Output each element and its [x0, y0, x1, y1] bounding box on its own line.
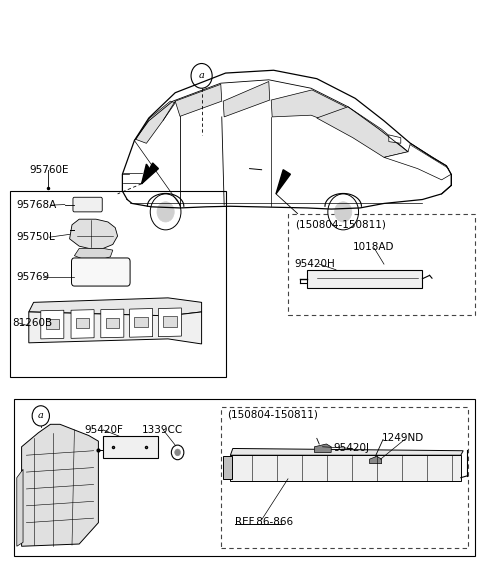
Bar [46, 319, 59, 329]
Polygon shape [29, 312, 202, 344]
FancyBboxPatch shape [73, 197, 102, 212]
Text: 95768A: 95768A [17, 200, 57, 210]
FancyBboxPatch shape [72, 258, 130, 286]
Circle shape [335, 202, 352, 222]
Text: 1018AD: 1018AD [353, 242, 394, 252]
Polygon shape [71, 310, 94, 338]
Polygon shape [17, 469, 23, 546]
Bar [106, 318, 119, 328]
Polygon shape [276, 170, 290, 194]
FancyBboxPatch shape [223, 456, 232, 479]
Polygon shape [136, 101, 175, 143]
Text: 95420H: 95420H [294, 259, 335, 269]
Bar [163, 316, 177, 327]
Bar [221, 407, 468, 548]
Polygon shape [384, 143, 451, 180]
Bar [14, 399, 475, 556]
Text: 1339CC: 1339CC [142, 425, 183, 435]
Bar [288, 214, 475, 315]
Circle shape [175, 449, 180, 456]
Bar [76, 318, 89, 328]
Text: 95760E: 95760E [30, 165, 69, 175]
FancyBboxPatch shape [103, 436, 158, 458]
Polygon shape [101, 309, 124, 338]
Polygon shape [370, 456, 382, 464]
Text: 95420F: 95420F [84, 425, 123, 435]
Polygon shape [223, 81, 270, 117]
Bar [134, 317, 148, 327]
Polygon shape [230, 455, 461, 481]
Polygon shape [158, 308, 181, 337]
Polygon shape [29, 298, 202, 316]
FancyBboxPatch shape [307, 270, 422, 288]
Polygon shape [389, 135, 401, 143]
Text: 1249ND: 1249ND [382, 433, 424, 443]
Polygon shape [314, 444, 331, 452]
Polygon shape [317, 107, 408, 157]
Polygon shape [70, 219, 118, 248]
Text: (150804-150811): (150804-150811) [295, 220, 386, 230]
Circle shape [157, 202, 174, 222]
Polygon shape [130, 309, 153, 337]
Polygon shape [22, 424, 98, 546]
Polygon shape [142, 164, 151, 184]
Text: a: a [38, 411, 44, 420]
Polygon shape [74, 248, 113, 260]
Polygon shape [175, 84, 222, 116]
Bar [10, 191, 226, 377]
Text: 95420J: 95420J [334, 443, 370, 454]
Text: 81260B: 81260B [12, 318, 52, 328]
Text: 95769: 95769 [17, 271, 50, 282]
Text: (150804-150811): (150804-150811) [227, 410, 318, 420]
Text: a: a [199, 71, 204, 80]
Polygon shape [271, 90, 378, 130]
Text: 95750L: 95750L [17, 232, 56, 242]
Text: REF.86-866: REF.86-866 [235, 516, 293, 527]
Polygon shape [230, 448, 463, 455]
Polygon shape [142, 163, 158, 184]
Polygon shape [41, 310, 64, 339]
